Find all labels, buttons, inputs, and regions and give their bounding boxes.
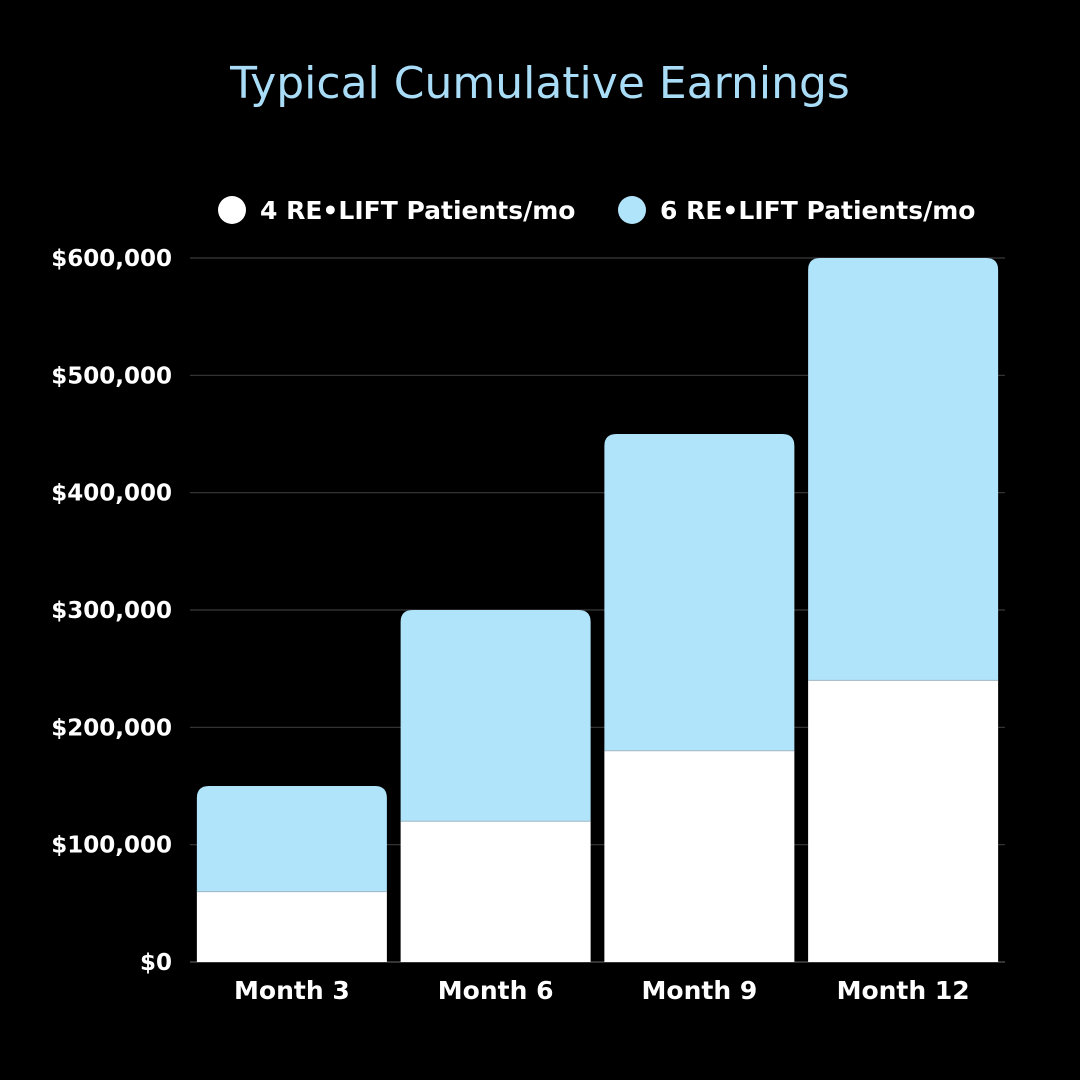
legend-label-6-patients: 6 RE•LIFT Patients/mo: [660, 195, 976, 225]
x-axis-category-labels: Month 3 Month 6 Month 9 Month 12: [234, 976, 970, 1005]
y-tick-label: $400,000: [51, 481, 172, 507]
chart-bars: [196, 258, 999, 962]
bar-segment-6-patients: [604, 434, 795, 751]
y-tick-label: $200,000: [51, 715, 172, 741]
bar-segment-6-patients: [808, 258, 999, 681]
x-category-label: Month 12: [837, 976, 970, 1005]
bar-segment-6-patients: [196, 786, 387, 892]
legend-item-4-patients: 4 RE•LIFT Patients/mo: [218, 190, 575, 230]
y-tick-label: $300,000: [51, 598, 172, 624]
y-tick-label: $500,000: [51, 363, 172, 389]
legend-swatch-4-patients: [218, 196, 246, 224]
legend-swatch-6-patients: [618, 196, 646, 224]
bar-segment-6-patients: [400, 610, 591, 822]
chart-legend: 4 RE•LIFT Patients/mo 6 RE•LIFT Patients…: [0, 190, 1080, 230]
legend-item-6-patients: 6 RE•LIFT Patients/mo: [618, 190, 975, 230]
bar-segment-4-patients: [808, 680, 999, 962]
x-category-label: Month 6: [438, 976, 554, 1005]
y-tick-label: $100,000: [51, 833, 172, 859]
y-axis-tick-labels: $0 $100,000 $200,000 $300,000 $400,000 $500,0…: [51, 246, 172, 976]
x-category-label: Month 9: [642, 976, 758, 1005]
bar-segment-4-patients: [604, 750, 795, 962]
y-tick-label: $600,000: [51, 246, 172, 272]
y-tick-label: $0: [140, 950, 172, 976]
bar-segment-4-patients: [196, 891, 387, 962]
x-category-label: Month 3: [234, 976, 350, 1005]
legend-label-4-patients: 4 RE•LIFT Patients/mo: [260, 195, 576, 225]
bar-segment-4-patients: [400, 821, 591, 962]
chart-title: Typical Cumulative Earnings: [230, 58, 850, 109]
